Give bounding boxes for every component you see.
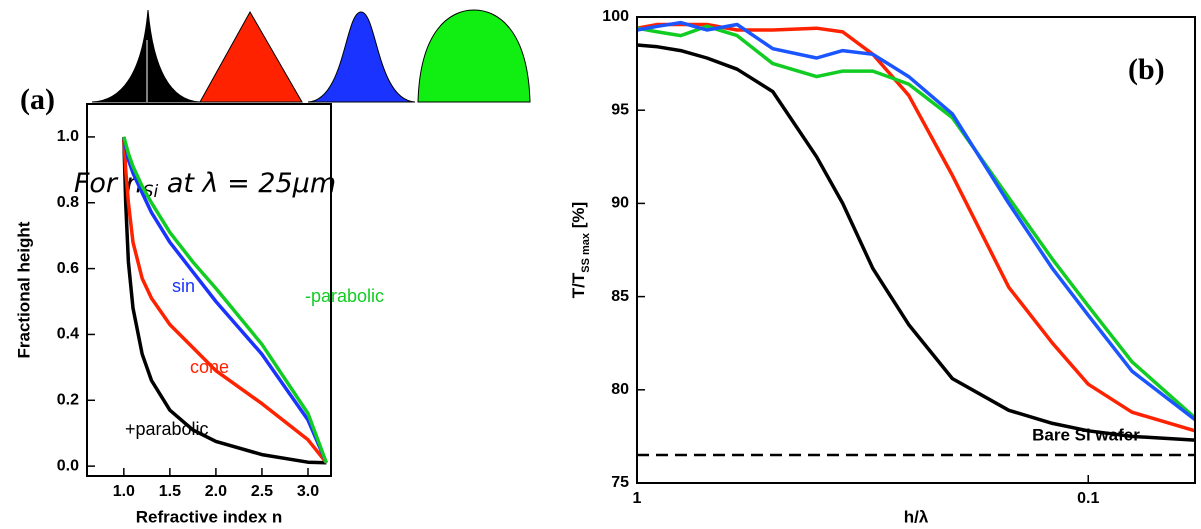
y-axis-label-subscript: SS max — [580, 232, 592, 273]
y-tick-label: 90 — [611, 195, 629, 212]
y-tick-label: 95 — [611, 101, 629, 118]
y-tick-label: 75 — [611, 474, 629, 491]
series-label: +parabolic — [125, 419, 209, 439]
x-tick-label: 0.1 — [1077, 490, 1099, 507]
data-line — [636, 24, 1197, 420]
x-tick-label: 1.0 — [113, 483, 135, 500]
reference-label: Bare Si wafer — [1032, 426, 1140, 445]
y-tick-label: 0.6 — [57, 260, 79, 277]
y-axis-label: Fractional height — [14, 221, 33, 358]
x-tick-label: 1 — [633, 490, 642, 507]
data-line — [636, 43, 1196, 442]
series-label: -parabolic — [305, 286, 384, 306]
plot-frame — [86, 103, 332, 477]
y-tick-label: 100 — [602, 8, 629, 25]
data-line — [122, 136, 328, 464]
plot-frame — [636, 16, 1196, 484]
y-axis-label: T/TSS max [%] — [569, 202, 591, 298]
y-axis-label-part: T/T — [569, 272, 588, 298]
panel-label: (a) — [20, 83, 55, 116]
annotation-part: at λ = 25μm — [158, 168, 336, 199]
y-tick-label: 85 — [611, 288, 629, 305]
annotation: For nSi at λ = 25μm — [74, 168, 336, 203]
y-tick-label: 0.2 — [57, 392, 79, 409]
x-tick-label: 3.0 — [297, 483, 319, 500]
y-tick-label: 0.0 — [57, 457, 79, 474]
profile-icons — [91, 9, 531, 103]
panel-label: (b) — [1128, 53, 1165, 86]
series-label: sin — [172, 276, 195, 296]
x-tick-label: 2.0 — [205, 483, 227, 500]
x-axis-label: h/λ — [904, 507, 929, 526]
y-tick-label: 0.8 — [57, 194, 79, 211]
x-axis-label: Refractive index n — [136, 507, 282, 526]
x-tick-label: 2.5 — [251, 483, 273, 500]
y-tick-label: 0.4 — [57, 326, 79, 343]
data-line — [636, 20, 1197, 421]
y-axis-label-part: [%] — [569, 202, 588, 233]
data-line — [122, 136, 327, 465]
x-tick-label: 1.5 — [159, 483, 181, 500]
y-tick-label: 1.0 — [57, 128, 79, 145]
data-line — [122, 136, 329, 464]
y-tick-label: 80 — [611, 381, 629, 398]
data-line — [636, 22, 1196, 433]
series-label: cone — [190, 357, 229, 377]
data-line — [122, 136, 329, 464]
